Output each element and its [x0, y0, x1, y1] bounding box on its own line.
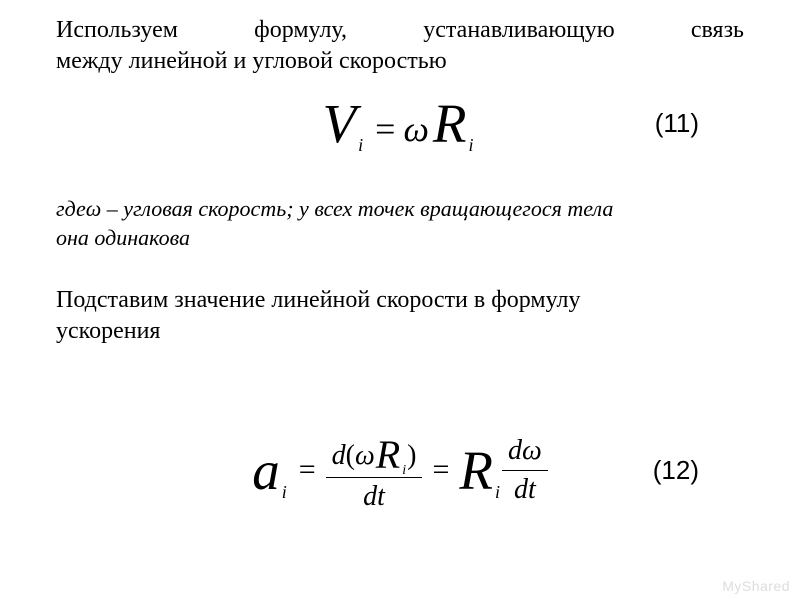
eq12-f1-lp: (: [346, 440, 355, 472]
eq11-V: V: [323, 96, 357, 151]
equation-11: V i = ω R i (11): [56, 88, 744, 158]
eq12-f1-R-sub: i: [402, 463, 408, 479]
eq12-R: R: [459, 443, 493, 498]
eq12-fraction-1: d ( ω R i ) dt: [326, 427, 423, 513]
para3-line1: Подставим значение линейной скорости в ф…: [56, 285, 744, 316]
equation-12: a i = d ( ω R i ) dt = R i dω dt (12): [56, 410, 744, 530]
eq12-f1-den: dt: [357, 481, 391, 513]
eq11-R-sub: i: [468, 135, 479, 156]
watermark: MyShared: [722, 578, 790, 594]
eq12-f2-den: dt: [508, 474, 542, 506]
eq11-number: (11): [655, 108, 699, 139]
para2-rest1: – угловая скорость; у всех точек вращающ…: [101, 196, 613, 221]
paragraph-definition: гдеω – угловая скорость; у всех точек вр…: [56, 195, 744, 252]
eq12-fraction-2: dω dt: [502, 435, 548, 506]
eq12-f2-num: dω: [502, 435, 548, 467]
para2-line2: она одинакова: [56, 224, 744, 253]
page: Используем формулу, устанавливающую связ…: [0, 0, 800, 600]
eq12-equals-1: =: [289, 453, 326, 487]
eq12-f1-rp: ): [407, 440, 416, 472]
eq11-omega: ω: [403, 108, 432, 150]
para1-line2: между линейной и угловой скоростью: [56, 46, 744, 77]
eq12-f1-omega: ω: [355, 440, 375, 472]
eq11-equals: =: [367, 108, 403, 150]
eq12-f2-bar: [502, 470, 548, 471]
eq12-R-sub: i: [495, 482, 504, 503]
paragraph-substitution: Подставим значение линейной скорости в ф…: [56, 285, 744, 347]
eq12-number: (12): [653, 455, 699, 486]
eq12-a: a: [252, 443, 280, 498]
para2-gde: где: [56, 196, 86, 221]
eq12-f1-d: d: [332, 440, 346, 472]
eq11-R: R: [433, 96, 467, 151]
para2-omega: ω: [86, 196, 102, 221]
paragraph-intro: Используем формулу, устанавливающую связ…: [56, 15, 744, 77]
eq12-equals-2: =: [422, 453, 459, 487]
para1-line1: Используем формулу, устанавливающую связ…: [56, 15, 744, 46]
eq12-f1-num: d ( ω R i ): [326, 427, 423, 474]
para2-line1: гдеω – угловая скорость; у всех точек вр…: [56, 195, 744, 224]
eq12-f1-R: R: [375, 431, 401, 478]
para3-line2: ускорения: [56, 316, 744, 347]
eq12-a-sub: i: [282, 482, 291, 503]
